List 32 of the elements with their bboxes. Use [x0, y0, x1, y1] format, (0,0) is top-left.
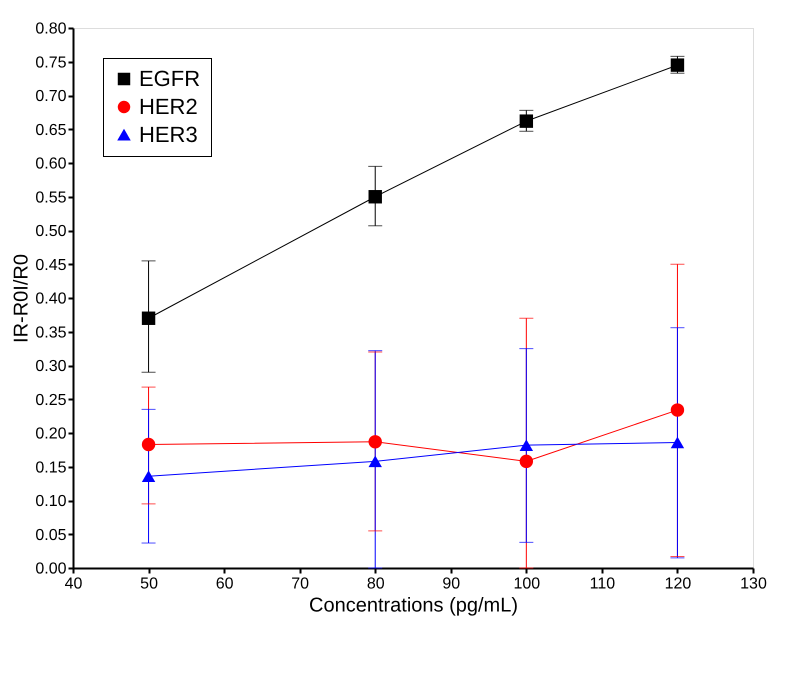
x-tick-label: 50: [140, 576, 158, 592]
x-tick-label: 120: [664, 576, 692, 592]
x-tick-label: 130: [740, 576, 767, 592]
y-tick-label: 0.80: [35, 20, 67, 38]
y-tick-label: 0.50: [35, 223, 67, 240]
legend-label: HER3: [139, 122, 198, 147]
y-tick-label: 0.10: [35, 493, 67, 510]
legend-label: HER2: [139, 94, 198, 119]
y-tick-label: 0.70: [35, 88, 67, 105]
x-tick-label: 40: [64, 576, 82, 592]
x-tick-label: 100: [513, 576, 540, 592]
y-tick-label: 0.75: [35, 54, 67, 72]
y-tick-label: 0.40: [35, 290, 67, 308]
y-tick-label: 0.45: [35, 256, 67, 274]
x-tick-label: 90: [442, 576, 460, 592]
y-tick-label: 0.55: [35, 189, 67, 206]
y-tick-label: 0.20: [35, 426, 67, 442]
x-tick-label: 70: [291, 576, 310, 592]
y-tick-label: 0.35: [35, 324, 67, 342]
x-tick-label: 60: [216, 576, 234, 592]
legend-label: EGFR: [139, 66, 200, 91]
y-tick-label: 0.65: [35, 122, 67, 139]
x-tick-label: 110: [590, 576, 616, 592]
y-tick-label: 0.15: [35, 459, 67, 476]
x-tick-label: 80: [366, 576, 385, 592]
y-tick-label: 0.00: [35, 560, 67, 578]
y-tick-label: 0.25: [35, 392, 67, 409]
y-tick-label: 0.60: [35, 156, 67, 172]
y-axis-title: IR-R0I/R0: [10, 254, 32, 343]
y-tick-label: 0.05: [35, 526, 67, 544]
x-axis-title: Concentrations (pg/mL): [309, 594, 518, 616]
y-tick-label: 0.30: [35, 358, 67, 375]
